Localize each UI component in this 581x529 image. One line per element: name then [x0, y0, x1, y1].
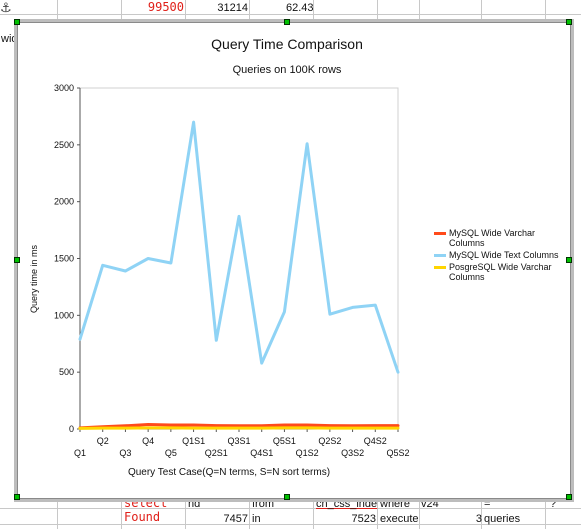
sheet-cell[interactable]: from — [252, 498, 274, 510]
x-tick-label: Q5S2 — [386, 448, 409, 458]
chart-canvas: Query Time Comparison Queries on 100K ro… — [29, 36, 410, 478]
y-axis-label: Query time in ms — [29, 244, 39, 313]
sheet-cell[interactable]: 7457 — [223, 513, 248, 525]
legend-swatch — [434, 254, 446, 257]
x-tick-label: Q2S1 — [205, 448, 228, 458]
y-tick-label: 2000 — [54, 197, 74, 207]
series-line — [78, 426, 400, 430]
legend-swatch — [434, 266, 446, 269]
x-tick-label: Q1 — [74, 448, 86, 458]
x-tick-label: Q5S1 — [273, 436, 296, 446]
x-tick-label: Q4 — [142, 436, 154, 446]
resize-handle[interactable] — [284, 494, 290, 500]
row-divider — [0, 524, 581, 525]
x-axis-label: Query Test Case(Q=N terms, S=N sort term… — [128, 467, 330, 478]
y-tick-label: 1000 — [54, 310, 74, 320]
y-tick-label: 3000 — [54, 83, 74, 93]
resize-handle[interactable] — [14, 494, 20, 500]
y-tick-label: 1500 — [54, 254, 74, 264]
legend-label: MySQL Wide Varchar Columns — [449, 228, 536, 248]
sheet-cell[interactable]: select — [124, 496, 168, 510]
chart-legend: MySQL Wide Varchar Columns MySQL Wide Tex… — [434, 228, 564, 284]
x-tick-label: Q4S1 — [250, 448, 273, 458]
x-tick-label: Q3 — [119, 448, 131, 458]
x-tick-label: Q1S2 — [296, 448, 319, 458]
sheet-cell[interactable]: 7523 — [351, 513, 376, 525]
sheet-cell[interactable]: ? — [550, 498, 557, 510]
y-tick-label: 0 — [69, 424, 74, 434]
legend-label: PosgreSQL Wide Varchar Columns — [449, 262, 552, 282]
sheet-cell[interactable]: 99500 — [147, 0, 184, 14]
series-line — [78, 120, 400, 374]
resize-handle[interactable] — [566, 19, 572, 25]
series-line — [78, 423, 400, 430]
y-tick-label: 2500 — [54, 140, 74, 150]
sheet-cell[interactable]: nd — [188, 498, 201, 510]
sheet-cell[interactable]: 31214 — [217, 2, 248, 14]
legend-entry: MySQL Wide Text Columns — [434, 250, 564, 260]
sheet-cell[interactable]: execute — [380, 513, 419, 525]
resize-handle[interactable] — [284, 19, 290, 25]
x-tick-label: Q4S2 — [364, 436, 387, 446]
x-tick-label: Q2S2 — [318, 436, 341, 446]
anchor-icon: ⚓ — [0, 0, 12, 15]
chart-title: Query Time Comparison — [211, 36, 363, 52]
legend-entry: PosgreSQL Wide Varchar Columns — [434, 262, 564, 282]
series-lines — [78, 120, 400, 430]
axes: 050010001500200025003000Q1Q2Q3Q4Q5Q1S1Q2… — [54, 83, 410, 458]
sheet-cell[interactable]: cn_css_inde — [316, 498, 378, 510]
x-tick-label: Q3S1 — [227, 436, 250, 446]
sheet-cell[interactable]: queries — [484, 513, 521, 525]
sheet-cell[interactable]: in — [252, 513, 261, 525]
resize-handle[interactable] — [566, 494, 572, 500]
row-divider — [0, 14, 581, 15]
x-tick-label: Q1S1 — [182, 436, 205, 446]
resize-handle[interactable] — [14, 257, 20, 263]
sheet-cell-fragment[interactable]: wid — [1, 33, 18, 45]
legend-label: MySQL Wide Text Columns — [449, 250, 559, 260]
sheet-cell[interactable]: v24 — [421, 498, 439, 510]
sheet-cell[interactable]: 3 — [475, 513, 482, 525]
sheet-cell[interactable]: Found — [124, 510, 161, 524]
sheet-cell[interactable]: 62.43 — [286, 2, 314, 14]
y-tick-label: 500 — [59, 367, 74, 377]
row-divider — [0, 508, 581, 509]
resize-handle[interactable] — [566, 257, 572, 263]
plot-area — [79, 87, 399, 430]
legend-swatch — [434, 232, 446, 235]
x-tick-label: Q5 — [165, 448, 177, 458]
chart-object[interactable]: Query Time Comparison Queries on 100K ro… — [17, 22, 571, 499]
legend-entry: MySQL Wide Varchar Columns — [434, 228, 564, 248]
chart-subtitle: Queries on 100K rows — [233, 64, 342, 76]
sheet-cell[interactable]: where — [380, 498, 410, 510]
x-tick-label: Q2 — [97, 436, 109, 446]
x-tick-label: Q3S2 — [341, 448, 364, 458]
sheet-cell[interactable]: = — [484, 498, 491, 510]
resize-handle[interactable] — [14, 19, 20, 25]
